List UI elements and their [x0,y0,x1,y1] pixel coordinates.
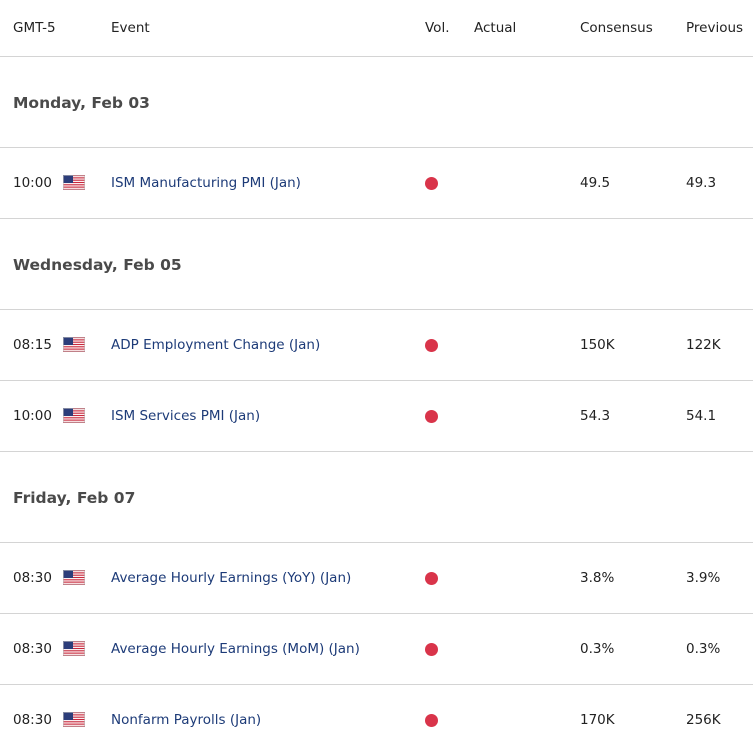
volatility-dot [425,177,438,190]
event-row: 08:30 Average Hourly Earnings (YoY) (Jan)… [0,543,753,614]
day-label: Monday, Feb 03 [13,94,150,112]
event-time: 08:30 [13,641,52,657]
event-time: 10:00 [13,175,52,191]
country-flag [63,712,85,731]
consensus: 3.8% [580,570,615,586]
day-row: Friday, Feb 07 [0,452,753,543]
column-header: Vol. [425,20,450,36]
column-header: GMT-5 [13,20,56,36]
previous: 122K [686,337,721,353]
consensus: 170K [580,712,615,728]
event-name: Nonfarm Payrolls (Jan) [111,712,262,728]
column-header: Actual [474,20,517,36]
day-row: Wednesday, Feb 05 [0,219,753,310]
event-name: ISM Services PMI (Jan) [111,408,261,424]
event-time: 08:15 [13,337,52,353]
volatility-dot [425,339,438,352]
consensus: 150K [580,337,615,353]
country-flag [63,408,85,427]
volatility-dot [425,572,438,585]
previous: 256K [686,712,721,728]
event-row: 10:00 ISM Services PMI (Jan) 54.3 54.1 [0,381,753,452]
day-row: Monday, Feb 03 [0,57,753,148]
day-label: Wednesday, Feb 05 [13,256,182,274]
event-name: ISM Manufacturing PMI (Jan) [111,175,301,191]
event-name: Average Hourly Earnings (YoY) (Jan) [111,570,352,586]
event-row: 08:30 Average Hourly Earnings (MoM) (Jan)… [0,614,753,685]
previous: 0.3% [686,641,721,657]
country-flag [63,641,85,660]
country-flag [63,570,85,589]
volatility-dot [425,714,438,727]
column-header: Event [111,20,150,36]
event-time: 08:30 [13,712,52,728]
previous: 3.9% [686,570,721,586]
event-row: 10:00 ISM Manufacturing PMI (Jan) 49.5 49.3 [0,148,753,219]
event-name: Average Hourly Earnings (MoM) (Jan) [111,641,360,657]
day-label: Friday, Feb 07 [13,489,136,507]
event-time: 10:00 [13,408,52,424]
previous: 54.1 [686,408,717,424]
previous: 49.3 [686,175,717,191]
header-row: GMT-5 Event Vol. Actual Consensus Previo… [0,0,753,57]
country-flag [63,337,85,356]
event-row: 08:15 ADP Employment Change (Jan) 150K 122K [0,310,753,381]
column-header: Consensus [580,20,653,36]
volatility-dot [425,643,438,656]
column-header: Previous [686,20,744,36]
event-time: 08:30 [13,570,52,586]
consensus: 49.5 [580,175,611,191]
consensus: 54.3 [580,408,611,424]
consensus: 0.3% [580,641,615,657]
event-row: 08:30 Nonfarm Payrolls (Jan) 170K 256K [0,685,753,749]
country-flag [63,175,85,194]
event-name: ADP Employment Change (Jan) [111,337,321,353]
volatility-dot [425,410,438,423]
